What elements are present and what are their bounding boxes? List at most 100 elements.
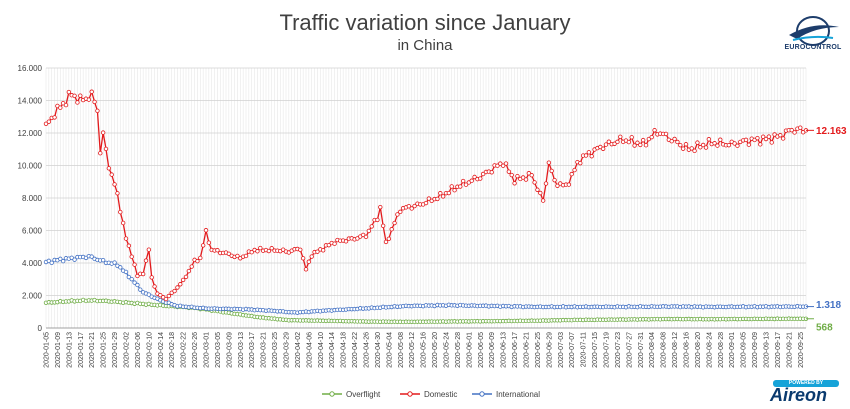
data-point	[118, 265, 123, 270]
data-point	[243, 253, 249, 259]
data-point	[498, 161, 503, 166]
data-point	[189, 264, 194, 269]
data-point	[540, 198, 546, 203]
data-point	[549, 168, 554, 174]
x-tick-label: 2020-06-21	[524, 332, 531, 368]
data-point	[98, 150, 103, 156]
x-tick-label: 2020-07-31	[638, 332, 645, 368]
data-point	[698, 145, 703, 150]
data-point	[726, 142, 732, 148]
x-tick-label: 2020-04-14	[329, 332, 336, 368]
data-point	[89, 254, 94, 259]
data-point	[309, 254, 314, 259]
data-point	[552, 177, 557, 183]
data-point	[406, 204, 412, 209]
data-point	[512, 181, 517, 186]
data-point	[52, 115, 57, 120]
data-point	[618, 134, 623, 139]
data-point	[506, 169, 512, 174]
x-tick-label: 2020-02-06	[135, 332, 142, 368]
data-point	[715, 143, 720, 148]
data-point	[123, 269, 129, 275]
data-point	[766, 134, 772, 139]
x-tick-label: 2020-04-22	[352, 332, 359, 368]
data-point	[532, 180, 537, 185]
data-point	[546, 160, 552, 165]
x-tick-label: 2020-08-08	[661, 332, 668, 368]
data-point	[120, 220, 126, 226]
data-point	[129, 276, 134, 282]
data-point	[683, 142, 689, 147]
x-tick-label: 2020-09-13	[764, 332, 771, 368]
data-point	[198, 255, 203, 261]
data-point	[158, 292, 163, 298]
data-point	[383, 239, 389, 245]
data-point	[523, 177, 529, 182]
data-point	[369, 224, 374, 229]
data-point	[392, 220, 397, 226]
data-point	[663, 131, 669, 137]
data-point	[132, 262, 137, 267]
data-point	[380, 223, 386, 229]
x-tick-label: 2020-04-06	[306, 332, 313, 368]
x-tick-label: 2020-06-25	[535, 332, 542, 368]
x-tick-label: 2020-08-04	[649, 332, 656, 368]
data-point	[515, 173, 520, 179]
x-tick-label: 2020-05-12	[409, 332, 416, 368]
legend-label: Domestic	[424, 390, 457, 399]
aireon-logo-text: Aireon	[770, 385, 828, 405]
x-tick-label: 2020-02-26	[192, 332, 199, 368]
data-point	[143, 258, 149, 263]
data-point	[186, 268, 192, 274]
data-point	[183, 274, 189, 280]
data-point	[175, 285, 180, 290]
x-tick-label: 2020-02-14	[158, 332, 165, 368]
data-point	[626, 139, 632, 145]
x-tick-label: 2020-02-10	[146, 332, 153, 368]
x-tick-label: 2020-08-28	[718, 332, 725, 368]
data-point	[109, 172, 114, 177]
data-point	[489, 170, 494, 175]
data-point	[606, 139, 612, 144]
data-point	[440, 194, 446, 199]
data-point	[320, 248, 326, 253]
data-point	[95, 108, 100, 113]
chart-legend: Overflight Domestic International	[322, 390, 540, 399]
data-point	[135, 273, 140, 279]
data-point	[718, 137, 723, 142]
data-point	[732, 141, 737, 146]
data-point	[46, 258, 52, 264]
data-point	[375, 217, 380, 223]
legend-label: International	[496, 390, 540, 399]
chart-series	[43, 89, 809, 325]
data-point	[140, 271, 146, 277]
data-point	[103, 146, 109, 152]
data-point	[63, 102, 69, 108]
x-tick-label: 2020-01-17	[78, 332, 85, 368]
data-point	[452, 188, 457, 193]
chart-title: Traffic variation since January	[279, 10, 571, 35]
data-point	[632, 143, 637, 148]
x-tick-label: 2020-05-16	[421, 332, 428, 368]
data-point	[678, 142, 683, 148]
x-tick-label: 2020-04-02	[295, 332, 302, 368]
data-point	[635, 140, 640, 145]
y-axis-ticks: 0 2.000 4.000 6.000 8.000 10.000 12.000 14.000 1…	[18, 64, 43, 333]
data-point	[258, 245, 263, 251]
data-point	[449, 184, 454, 189]
y-tick-label: 12.000	[18, 129, 43, 138]
data-point	[200, 243, 206, 248]
series-international	[43, 253, 809, 315]
data-point	[472, 174, 477, 180]
x-tick-label: 2020-08-24	[706, 332, 713, 368]
data-point	[303, 267, 309, 272]
x-tick-label: 2020-09-05	[741, 332, 748, 368]
data-point	[555, 183, 560, 188]
y-tick-label: 14.000	[18, 97, 43, 106]
x-tick-label: 2020-07-11	[581, 332, 588, 367]
data-point	[298, 247, 303, 253]
x-tick-label: 2020-07-23	[615, 332, 622, 368]
data-point	[123, 236, 129, 241]
x-tick-label: 2020-04-30	[375, 332, 382, 368]
